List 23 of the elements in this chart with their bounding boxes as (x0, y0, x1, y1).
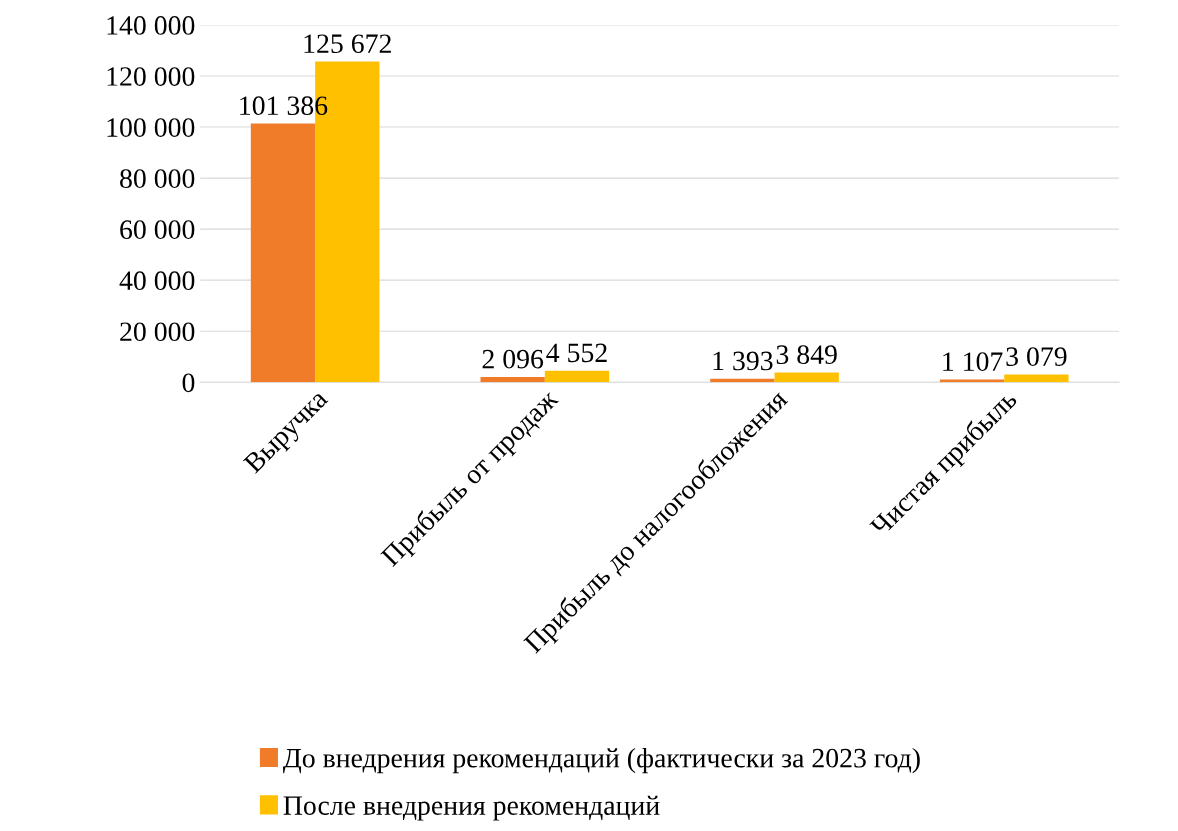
y-tick-label: 140 000 (107, 16, 195, 35)
y-tick-label: 0 (182, 373, 195, 393)
bar (544, 370, 610, 383)
y-tick-label: 100 000 (107, 118, 195, 137)
y-tick-label: 120 000 (107, 67, 195, 86)
bar (480, 376, 545, 383)
data-label: 1 393 (713, 351, 773, 371)
data-label: 2 096 (482, 349, 544, 369)
bar (1004, 374, 1069, 383)
legend-label: После внедрения рекомендаций (283, 795, 660, 821)
bar (939, 379, 1005, 383)
data-label: 4 552 (546, 343, 607, 363)
bar (250, 123, 316, 383)
y-tick-label: 60 000 (120, 220, 195, 240)
data-label: 3 079 (1006, 347, 1067, 366)
y-tick-label: 80 000 (120, 169, 195, 188)
data-label: 1 107 (943, 352, 1003, 372)
y-tick-label: 40 000 (119, 271, 195, 291)
y-tick-label: 20 000 (120, 322, 195, 342)
data-label: 125 672 (304, 34, 391, 54)
data-label: 3 849 (776, 345, 837, 365)
legend-label: До внедрения рекомендаций (фактически за 2023 год) (283, 747, 920, 774)
bar (774, 372, 839, 383)
